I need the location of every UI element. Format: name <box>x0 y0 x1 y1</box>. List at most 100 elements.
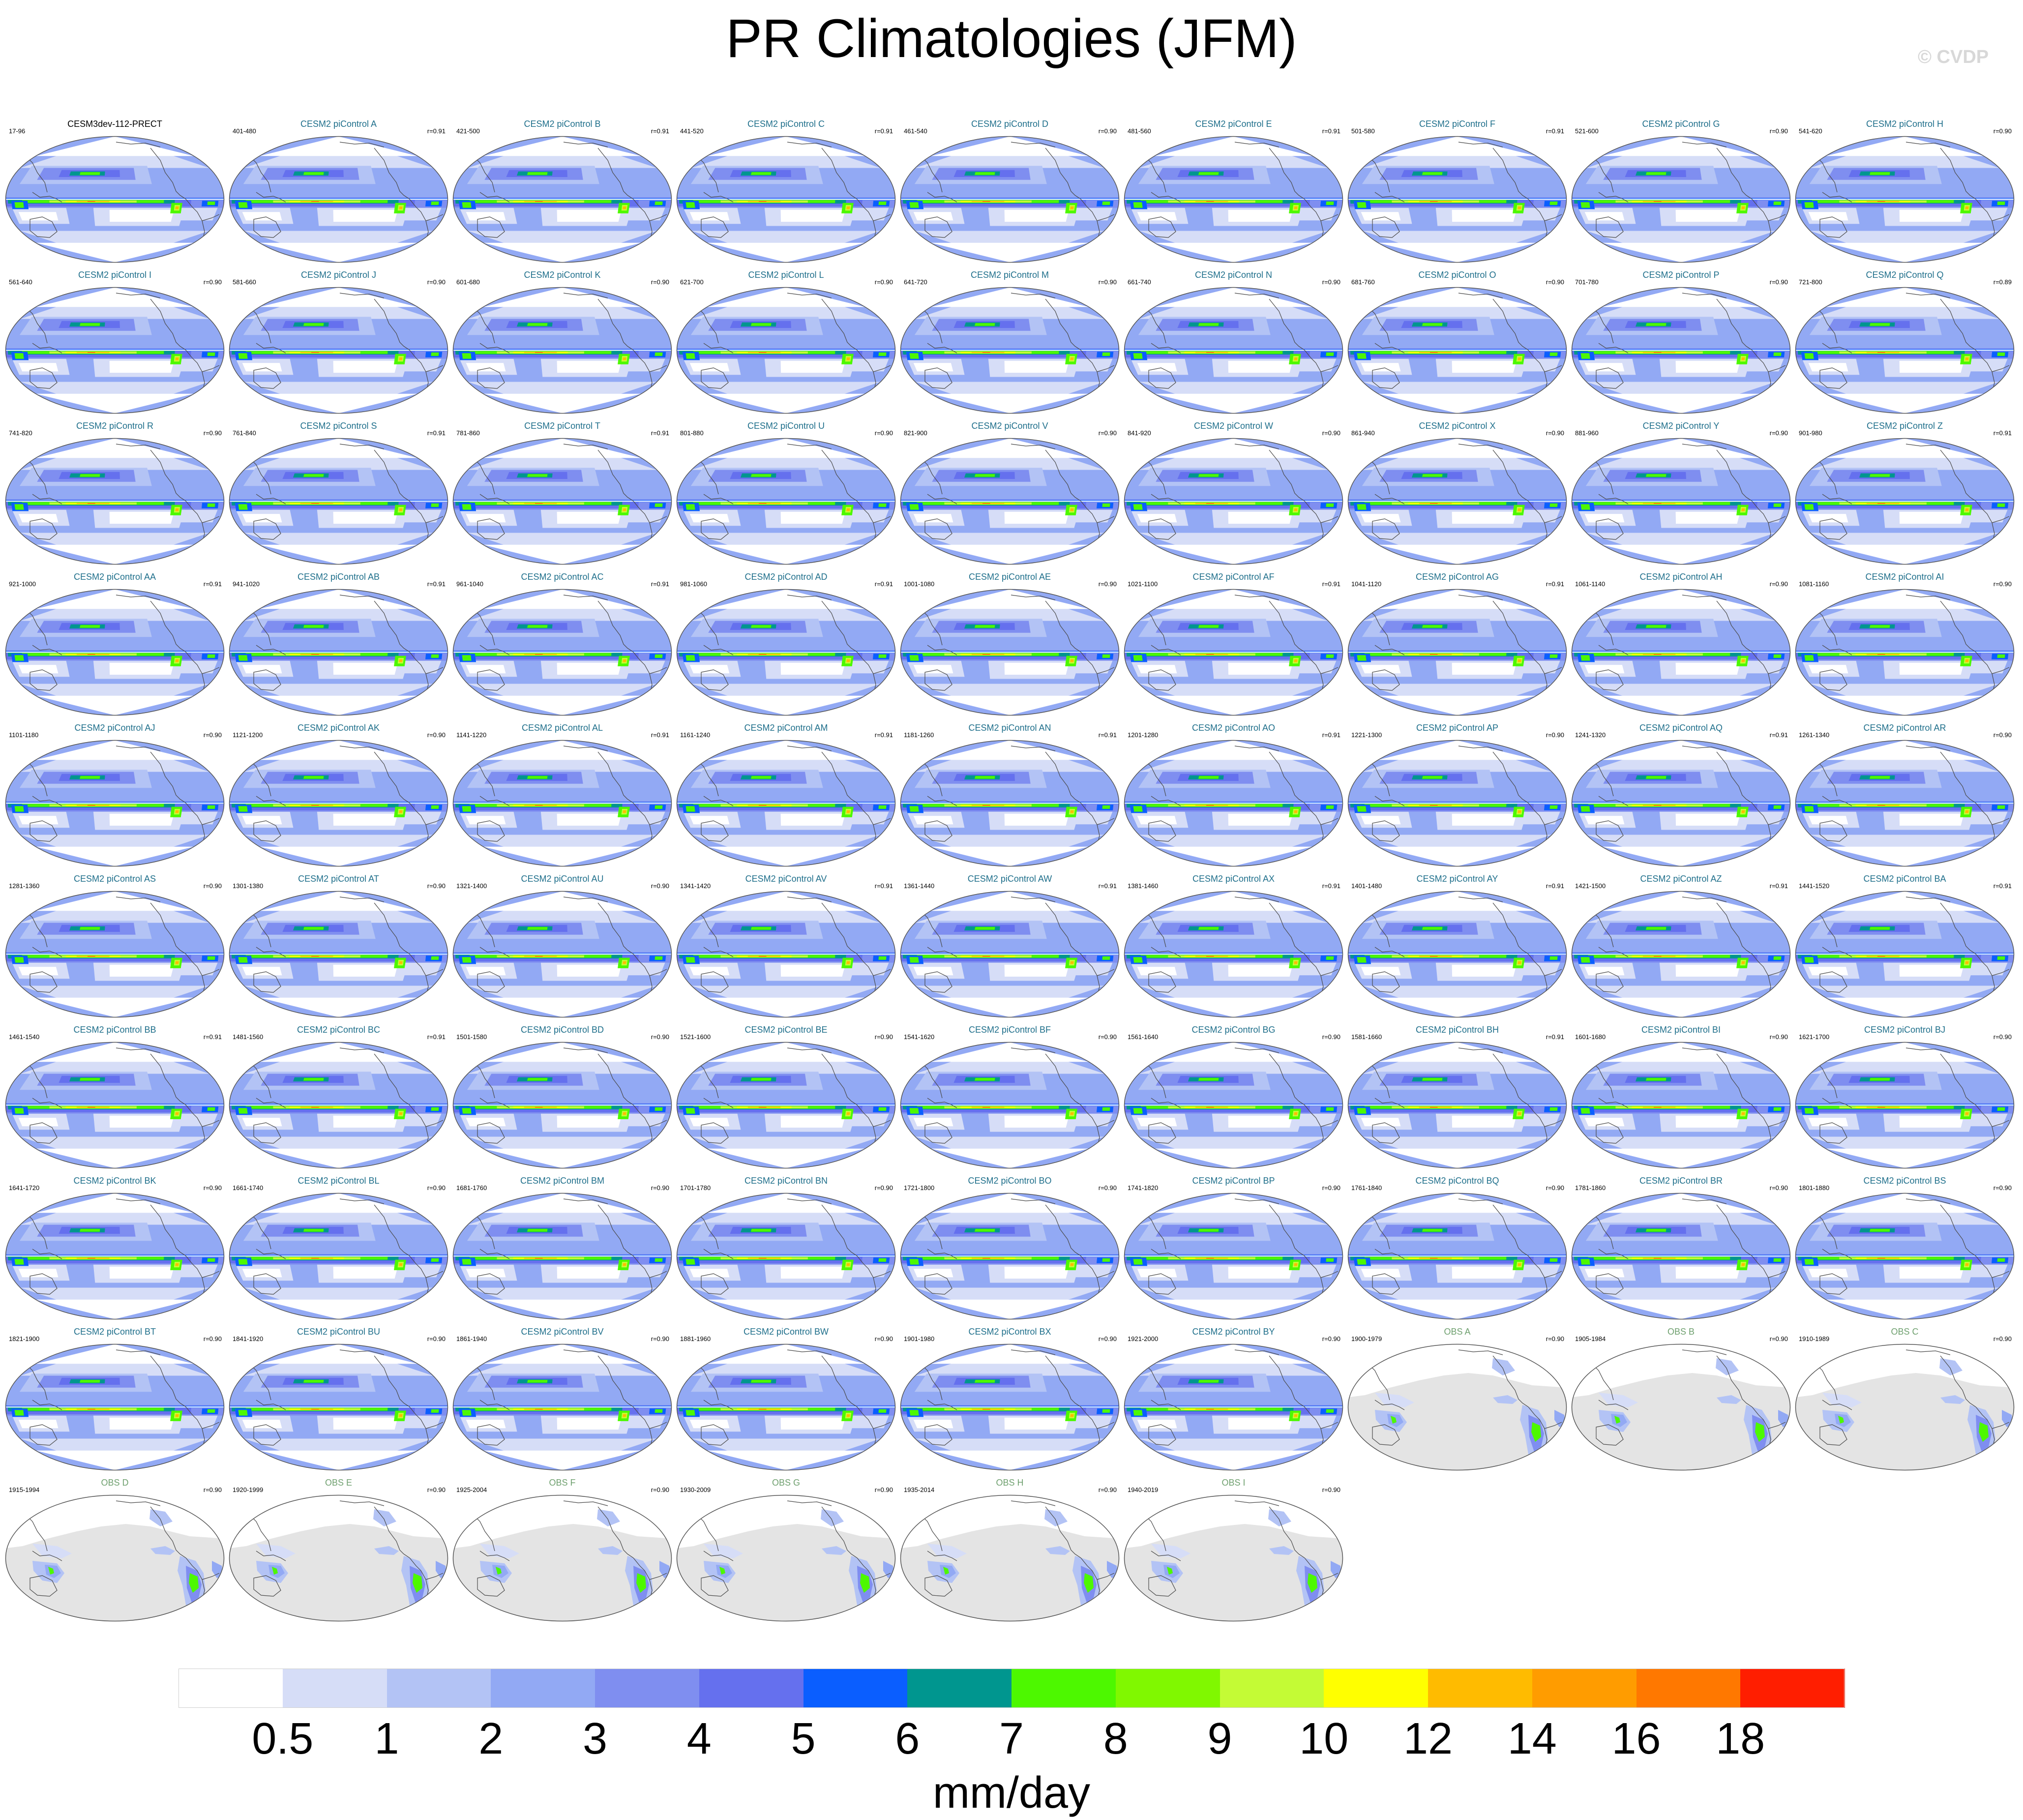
precip-map <box>5 1343 225 1471</box>
map-border <box>676 740 896 867</box>
panel-years: 1921-2000 <box>1128 1335 1159 1343</box>
colorbar-tick-label: 8 <box>1103 1714 1128 1763</box>
panel-years: 1381-1460 <box>1128 882 1159 890</box>
map-panel: CESM2 piControl AY 1401-1480 r=0.91 <box>1345 866 1569 1018</box>
panel-years: 821-900 <box>904 429 927 437</box>
panel-correlation: r=0.90 <box>1322 1033 1340 1041</box>
panel-correlation: r=0.90 <box>1769 1184 1788 1192</box>
precip-map <box>900 287 1120 414</box>
panel-years: 881-960 <box>1575 429 1599 437</box>
panel-years: 581-660 <box>233 278 256 286</box>
panel-correlation: r=0.90 <box>203 1184 222 1192</box>
map-panel: CESM2 piControl BP 1741-1820 r=0.90 <box>1122 1168 1345 1320</box>
precip-map <box>5 1193 225 1320</box>
colorbar-box <box>387 1669 492 1708</box>
panel-title: CESM2 piControl K <box>524 270 601 280</box>
map-border <box>452 891 672 1018</box>
map-border <box>1795 891 2015 1018</box>
panel-correlation: r=0.90 <box>1546 731 1564 739</box>
panel-correlation: r=0.90 <box>1546 1335 1564 1343</box>
map-panel: CESM2 piControl E 481-560 r=0.91 <box>1122 112 1345 263</box>
colorbar-tick-label: 4 <box>686 1714 712 1763</box>
panel-title: OBS G <box>772 1478 800 1488</box>
map-border <box>229 740 448 867</box>
map-border <box>1795 1042 2015 1169</box>
panel-correlation: r=0.91 <box>1546 127 1564 135</box>
map-panel: CESM2 piControl G 521-600 r=0.90 <box>1569 112 1793 263</box>
panel-title: CESM2 piControl AQ <box>1639 723 1723 733</box>
map-border <box>1347 438 1567 565</box>
panel-years: 441-520 <box>680 127 704 135</box>
precip-map <box>1124 891 1343 1018</box>
panel-years: 941-1020 <box>233 580 260 588</box>
precip-map <box>229 438 448 565</box>
panel-correlation: r=0.90 <box>1769 127 1788 135</box>
map-border <box>1124 438 1343 565</box>
map-panel: CESM2 piControl AO 1201-1280 r=0.91 <box>1122 716 1345 867</box>
panel-title: CESM2 piControl F <box>1419 119 1496 129</box>
map-border <box>229 1042 448 1169</box>
precip-map <box>676 136 896 263</box>
map-panel: CESM2 piControl AH 1061-1140 r=0.90 <box>1569 565 1793 716</box>
panel-years: 501-580 <box>1351 127 1375 135</box>
colorbar-box <box>1636 1669 1741 1708</box>
panel-years: 1301-1380 <box>233 882 264 890</box>
panel-years: 1881-1960 <box>680 1335 711 1343</box>
colorbar-tick-label: 18 <box>1716 1714 1765 1763</box>
precip-map <box>1571 136 1791 263</box>
map-border <box>229 891 448 1018</box>
map-border <box>676 1042 896 1169</box>
map-border <box>900 136 1120 263</box>
panel-correlation: r=0.91 <box>427 1033 446 1041</box>
panel-years: 1781-1860 <box>1575 1184 1606 1192</box>
panel-title: CESM2 piControl Y <box>1642 421 1720 431</box>
panel-title: CESM2 piControl AU <box>521 874 604 884</box>
panel-correlation: r=0.91 <box>1546 580 1564 588</box>
panel-correlation: r=0.90 <box>874 278 893 286</box>
panel-years: 721-800 <box>1799 278 1822 286</box>
colorbar-tick-label: 6 <box>895 1714 920 1763</box>
panel-title: CESM2 piControl W <box>1193 421 1274 431</box>
map-panel: CESM2 piControl BM 1681-1760 r=0.90 <box>450 1168 674 1320</box>
precip-map <box>5 136 225 263</box>
precip-map <box>900 438 1120 565</box>
panel-correlation: r=0.90 <box>874 1335 893 1343</box>
map-panel: CESM2 piControl Q 721-800 r=0.89 <box>1793 263 2017 414</box>
map-border <box>1795 740 2015 867</box>
colorbar-tick-label: 7 <box>999 1714 1024 1763</box>
panel-years: 1741-1820 <box>1128 1184 1159 1192</box>
panel-years: 1841-1920 <box>233 1335 264 1343</box>
panel-correlation: r=0.90 <box>427 731 446 739</box>
copyright-label: © CVDP <box>1918 47 1989 67</box>
panel-years: 1141-1220 <box>456 731 487 739</box>
panel-correlation: r=0.90 <box>1098 1184 1117 1192</box>
panel-correlation: r=0.90 <box>651 882 669 890</box>
colorbar-box <box>1220 1669 1325 1708</box>
panel-years: 1925-2004 <box>456 1486 487 1493</box>
map-panel: CESM2 piControl BQ 1761-1840 r=0.90 <box>1345 1168 1569 1320</box>
panel-title: CESM2 piControl AP <box>1416 723 1499 733</box>
precip-map <box>1571 1042 1791 1169</box>
precip-map <box>452 287 672 414</box>
map-border <box>676 589 896 716</box>
map-border <box>1571 1343 1791 1471</box>
panel-correlation: r=0.90 <box>1322 1184 1340 1192</box>
map-border <box>452 589 672 716</box>
map-panel: CESM2 piControl W 841-920 r=0.90 <box>1122 414 1345 565</box>
precip-map <box>229 136 448 263</box>
panel-correlation: r=0.90 <box>1546 278 1564 286</box>
panel-correlation: r=0.90 <box>427 1335 446 1343</box>
panel-years: 1021-1100 <box>1128 580 1158 588</box>
precip-map <box>452 438 672 565</box>
map-panel: CESM2 piControl U 801-880 r=0.90 <box>674 414 898 565</box>
colorbar-tick-label: 10 <box>1299 1714 1349 1763</box>
panel-correlation: r=0.90 <box>1098 278 1117 286</box>
map-panel: CESM2 piControl AQ 1241-1320 r=0.91 <box>1569 716 1793 867</box>
colorbar-box <box>491 1669 595 1708</box>
map-panel: CESM2 piControl BB 1461-1540 r=0.91 <box>3 1017 227 1169</box>
map-panel: CESM2 piControl AV 1341-1420 r=0.91 <box>674 866 898 1018</box>
panel-years: 601-680 <box>456 278 480 286</box>
colorbar-box <box>1012 1669 1116 1708</box>
map-border <box>1124 1042 1343 1169</box>
precip-map <box>900 589 1120 716</box>
